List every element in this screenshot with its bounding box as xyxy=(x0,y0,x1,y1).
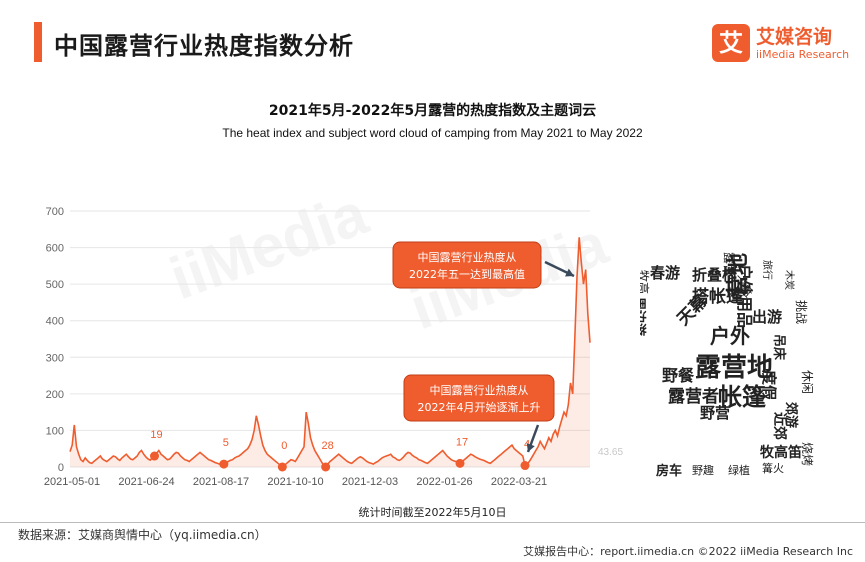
page-title: 中国露营行业热度指数分析 xyxy=(54,32,354,60)
annotation-text-line1: 中国露营行业热度从 xyxy=(418,250,517,264)
word-cloud-word: 篝火 xyxy=(762,462,784,475)
annotation-box xyxy=(403,374,555,422)
x-tick-label: 2021-08-17 xyxy=(193,476,249,488)
x-tick-label: 2022-01-26 xyxy=(416,476,472,488)
word-cloud-word: 野餐 xyxy=(662,366,695,385)
y-tick-label: 500 xyxy=(46,279,64,291)
word-cloud-word: 搭帐篷 xyxy=(692,287,743,307)
data-point-label: 5 xyxy=(223,437,229,449)
data-point-label: 28 xyxy=(322,440,334,452)
footer-copyright: 艾媒报告中心：report.iimedia.cn ©2022 iiMedia R… xyxy=(523,545,853,558)
word-cloud-word: 出游 xyxy=(752,308,783,326)
word-cloud-word: 野营 xyxy=(700,404,731,422)
logo-english-name: iiMedia Research xyxy=(756,48,850,61)
word-cloud-word: 牧高笛 xyxy=(760,445,802,461)
x-tick-label: 2021-05-01 xyxy=(44,476,100,488)
data-point-marker xyxy=(455,458,465,468)
word-cloud-word: 野趣 xyxy=(692,464,714,477)
data-source: 数据来源：艾媒商舆情中心（yq.iimedia.cn） xyxy=(18,528,267,542)
word-cloud-word: 折叠椅 xyxy=(692,266,738,284)
y-tick-label: 0 xyxy=(58,462,64,474)
annotation-arrow-head xyxy=(565,268,574,277)
end-value-label: 43.65 xyxy=(598,447,623,458)
chart-title: 2021年5月-2022年5月露营的热度指数及主题词云 xyxy=(268,103,597,119)
subject-word-cloud: 露营地 帐篷 户外 营地 搭帐篷 户外用品 春游 折叠椅 牧高笛 天幕 出游 野餐 露营者 野营 度假 吊床周… xyxy=(640,252,850,482)
footer-divider xyxy=(0,522,865,523)
word-cloud-word: 房车 xyxy=(656,464,683,479)
watermark-left: iiMedia xyxy=(162,179,377,312)
word-cloud-word: 木炭 xyxy=(783,270,794,290)
y-tick-label: 400 xyxy=(46,316,64,328)
heat-index-chart: iiMediaiiMedia01002003004005006007002021… xyxy=(44,179,624,488)
word-cloud-word: 露营者 xyxy=(668,387,719,407)
iimedia-logo: 艾 艾媒咨询 iiMedia Research xyxy=(712,22,852,66)
word-cloud-word: 休闲 xyxy=(800,370,814,395)
word-cloud-word: 近郊 xyxy=(771,412,787,440)
x-tick-label: 2021-06-24 xyxy=(118,476,174,488)
y-tick-label: 600 xyxy=(46,243,64,255)
chart-subtitle: The heat index and subject word cloud of… xyxy=(222,126,643,140)
data-point-marker xyxy=(219,459,229,469)
word-cloud-word: 吊床 xyxy=(771,334,786,361)
y-tick-label: 700 xyxy=(46,206,64,218)
annotation-arrow-head xyxy=(526,443,535,452)
annotation-text-line1: 中国露营行业热度从 xyxy=(430,383,529,397)
word-cloud-word: 挑战 xyxy=(794,300,808,325)
annotation-box xyxy=(392,241,542,289)
data-point-marker xyxy=(150,451,159,461)
word-cloud-word: 周边游 xyxy=(640,297,646,337)
data-point-label: 0 xyxy=(281,440,287,452)
data-point-marker xyxy=(321,462,331,472)
data-point-label: 17 xyxy=(456,436,468,448)
x-tick-label: 2021-10-10 xyxy=(267,476,323,488)
y-tick-label: 200 xyxy=(46,389,64,401)
word-cloud-word: 绿植 xyxy=(728,464,750,477)
word-cloud-word: 露营地 xyxy=(695,353,774,383)
x-tick-label: 2021-12-03 xyxy=(342,476,398,488)
word-cloud-word: 牧高 xyxy=(640,270,650,295)
x-tick-label: 2022-03-21 xyxy=(491,476,547,488)
data-point-label: 19 xyxy=(150,429,162,441)
logo-mark: 艾 xyxy=(712,24,750,62)
word-cloud-word: 帐篷 xyxy=(718,383,766,411)
word-cloud-word: 烧烤 xyxy=(800,442,814,467)
annotation-text-line2: 2022年五一达到最高值 xyxy=(409,267,525,281)
word-cloud-word: 度假 xyxy=(760,370,778,401)
word-cloud-word: 春游 xyxy=(650,264,681,282)
word-cloud-word: 露营 xyxy=(722,252,736,277)
data-point-marker xyxy=(520,461,530,471)
word-cloud-word: 户外 xyxy=(710,324,750,348)
title-accent-bar xyxy=(34,22,42,62)
annotation-text-line2: 2022年4月开始逐渐上升 xyxy=(418,400,541,414)
data-point-marker xyxy=(277,462,287,472)
y-tick-label: 300 xyxy=(46,352,64,364)
y-tick-label: 100 xyxy=(46,425,64,437)
word-cloud-word: 旅行 xyxy=(761,260,772,280)
logo-chinese-name: 艾媒咨询 xyxy=(756,26,833,48)
stat-date-footnote: 统计时间截至2022年5月10日 xyxy=(358,506,507,519)
